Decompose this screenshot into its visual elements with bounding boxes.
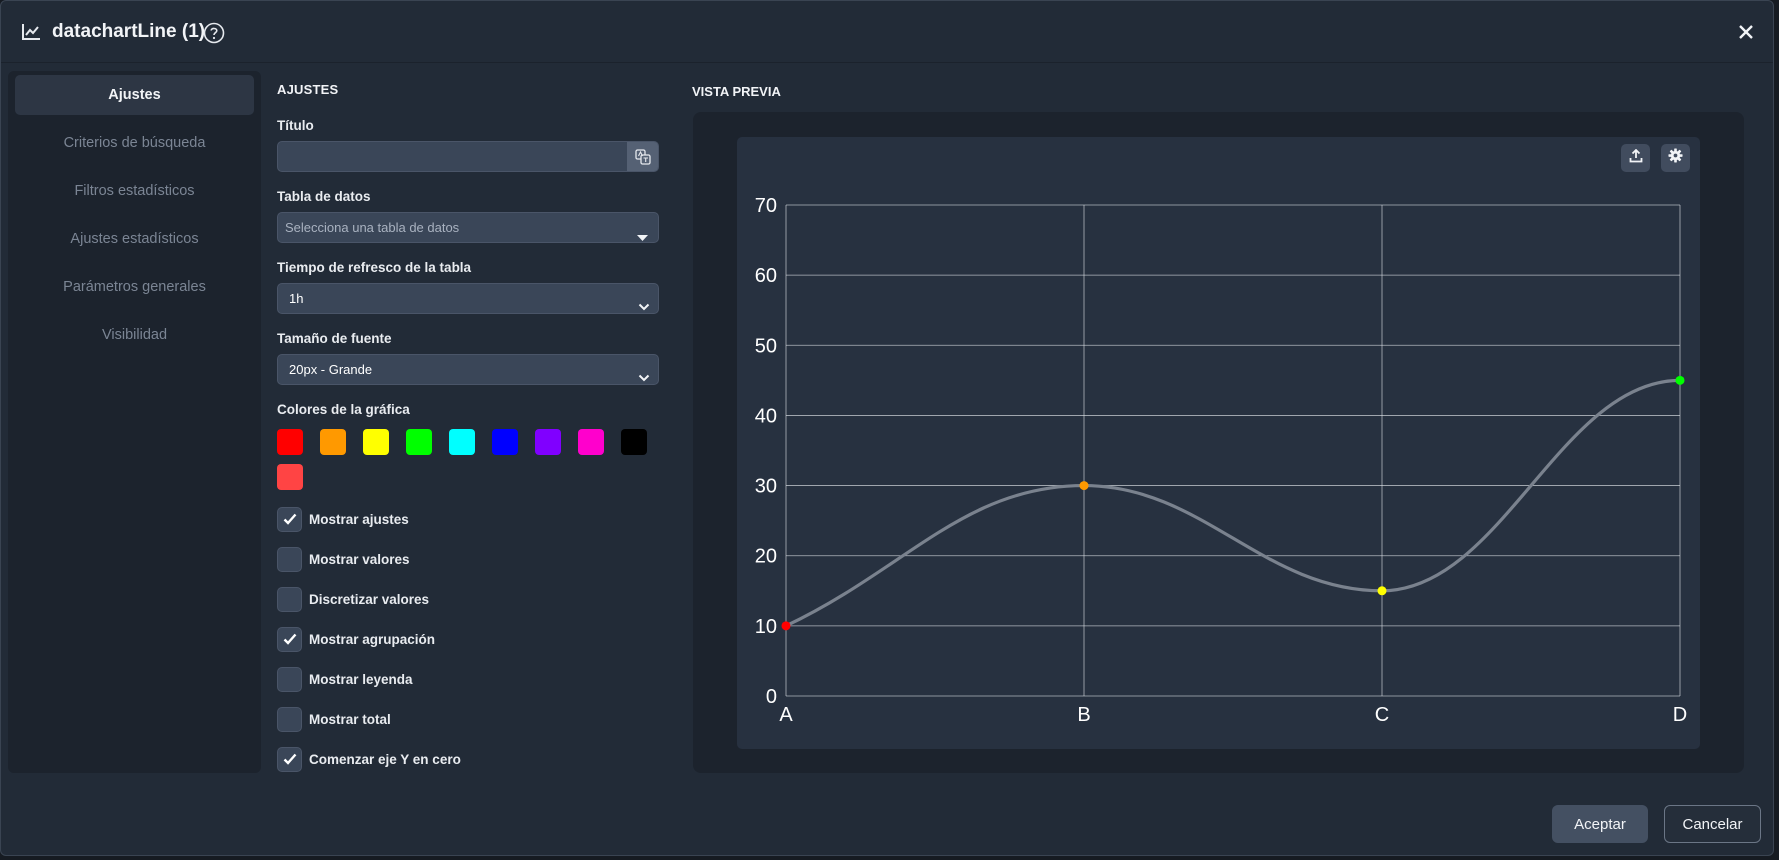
close-icon[interactable] — [1737, 23, 1755, 46]
checkbox-row[interactable]: Mostrar leyenda — [277, 666, 661, 692]
translate-icon[interactable] — [627, 142, 658, 171]
checkbox-row[interactable]: Mostrar agrupación — [277, 626, 661, 652]
color-swatch[interactable] — [449, 429, 475, 455]
check-icon — [283, 753, 296, 765]
checkbox-row[interactable]: Discretizar valores — [277, 586, 661, 612]
refresh-label: Tiempo de refresco de la tabla — [277, 260, 472, 275]
color-swatch[interactable] — [363, 429, 389, 455]
checkbox[interactable] — [277, 706, 302, 732]
table-placeholder: Selecciona una tabla de datos — [285, 220, 460, 235]
color-swatch[interactable] — [621, 429, 647, 455]
data-point — [1079, 481, 1089, 491]
colors-label: Colores de la gráfica — [277, 402, 410, 417]
checkbox[interactable] — [277, 586, 302, 612]
font-size-label: Tamaño de fuente — [277, 331, 392, 346]
x-tick-label: B — [1077, 704, 1090, 726]
refresh-value: 1h — [289, 291, 304, 306]
y-tick-label: 20 — [755, 546, 777, 568]
color-swatch[interactable] — [535, 429, 561, 455]
checkbox-label: Mostrar agrupación — [309, 631, 436, 647]
dialog-title: datachartLine (1) — [52, 21, 206, 42]
color-swatch[interactable] — [277, 464, 303, 490]
sidebar-item-visibilidad[interactable]: Visibilidad — [101, 327, 168, 343]
data-point — [1377, 586, 1387, 596]
checkbox[interactable] — [277, 746, 302, 772]
y-tick-label: 60 — [755, 265, 777, 287]
sidebar-item-filtros[interactable]: Filtros estadísticos — [74, 183, 195, 199]
x-tick-label: C — [1375, 704, 1389, 726]
sidebar-item-ajustes-estadisticos[interactable]: Ajustes estadísticos — [70, 231, 199, 247]
title-label: Título — [277, 118, 314, 133]
line-chart: 0 10 20 30 40 50 60 70 A B C D — [755, 195, 1687, 726]
checkbox-label: Mostrar leyenda — [309, 671, 413, 687]
check-icon — [283, 633, 296, 645]
color-swatch[interactable] — [320, 429, 346, 455]
accept-button[interactable]: Aceptar — [1552, 805, 1648, 843]
chart-card — [737, 137, 1700, 749]
table-select[interactable]: Selecciona una tabla de datos — [277, 212, 659, 243]
checkbox[interactable] — [277, 626, 302, 652]
section-title: AJUSTES — [277, 82, 339, 97]
y-tick-label: 0 — [766, 686, 777, 708]
checkbox-row[interactable]: Mostrar ajustes — [277, 506, 661, 532]
upload-icon — [1629, 148, 1643, 168]
settings-sidebar: Ajustes Criterios de búsqueda Filtros es… — [8, 71, 261, 773]
checkbox-label: Comenzar eje Y en cero — [309, 751, 461, 767]
help-circle-icon[interactable] — [203, 22, 225, 49]
font-size-value: 20px - Grande — [289, 362, 373, 377]
checkbox[interactable] — [277, 506, 302, 532]
check-icon — [283, 513, 296, 525]
x-tick-label: A — [779, 704, 793, 726]
sidebar-item-criterios[interactable]: Criterios de búsqueda — [63, 135, 206, 151]
data-point — [781, 621, 791, 631]
checkbox-label: Mostrar ajustes — [309, 511, 409, 527]
chevron-down-icon — [638, 364, 650, 393]
line-chart-icon — [21, 23, 41, 46]
title-input[interactable] — [277, 141, 659, 172]
checkbox-row[interactable]: Comenzar eje Y en cero — [277, 746, 661, 772]
color-swatch[interactable] — [406, 429, 432, 455]
gear-icon — [1668, 148, 1683, 168]
checkbox-label: Mostrar valores — [309, 551, 410, 567]
data-point — [1675, 375, 1685, 385]
y-tick-label: 40 — [755, 405, 777, 427]
checkbox-row[interactable]: Mostrar total — [277, 706, 661, 732]
color-palette — [277, 429, 677, 499]
chart-settings-button[interactable] — [1661, 144, 1690, 172]
checkbox[interactable] — [277, 666, 302, 692]
cancel-button[interactable]: Cancelar — [1664, 805, 1761, 843]
color-swatch[interactable] — [578, 429, 604, 455]
chevron-down-icon — [638, 293, 650, 322]
checkbox[interactable] — [277, 546, 302, 572]
checkbox-row[interactable]: Mostrar valores — [277, 546, 661, 572]
preview-title: VISTA PREVIA — [692, 84, 781, 99]
y-tick-label: 50 — [755, 335, 777, 357]
color-swatch[interactable] — [277, 429, 303, 455]
settings-panel: AJUSTES Título Tabla de datos Selecciona… — [277, 71, 661, 772]
export-button[interactable] — [1621, 144, 1650, 172]
font-size-select[interactable]: 20px - Grande — [277, 354, 659, 385]
table-label: Tabla de datos — [277, 189, 371, 204]
y-tick-label: 70 — [755, 195, 777, 217]
color-swatch[interactable] — [492, 429, 518, 455]
checkbox-label: Mostrar total — [309, 711, 391, 727]
caret-down-icon — [637, 223, 648, 252]
x-tick-label: D — [1673, 704, 1687, 726]
dialog-header: datachartLine (1) — [1, 1, 1773, 63]
y-tick-label: 10 — [755, 616, 777, 638]
options-checklist: Mostrar ajustes Mostrar valores Discretiza… — [277, 506, 661, 772]
sidebar-item-ajustes[interactable]: Ajustes — [15, 75, 254, 115]
series-line — [785, 378, 1681, 628]
sidebar-item-parametros[interactable]: Parámetros generales — [63, 279, 206, 295]
refresh-select[interactable]: 1h — [277, 283, 659, 314]
checkbox-label: Discretizar valores — [309, 591, 430, 607]
y-tick-label: 30 — [755, 476, 777, 498]
